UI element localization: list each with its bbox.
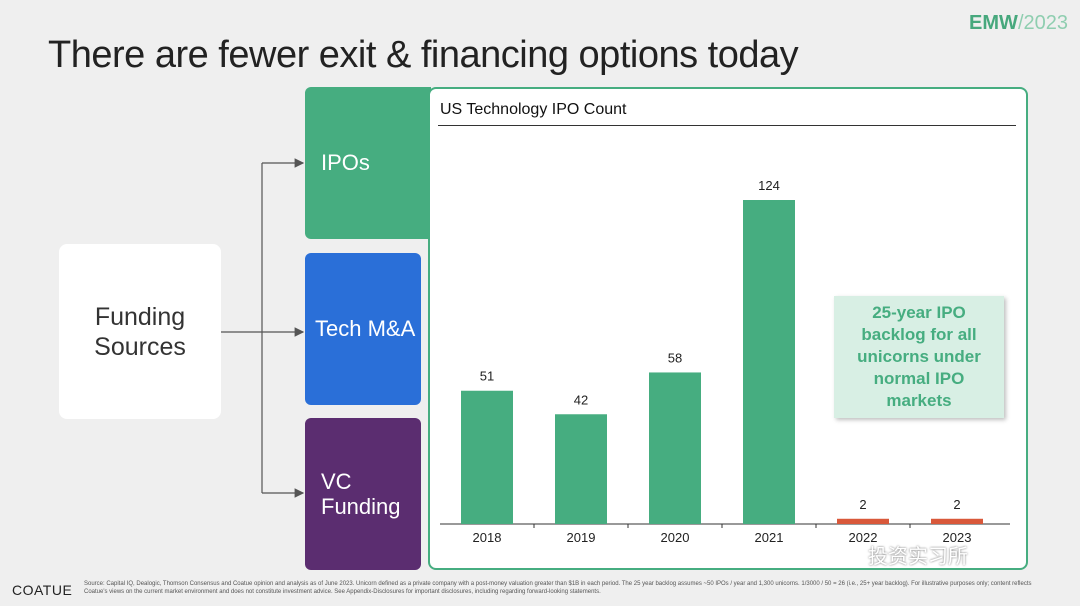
wechat-watermark: 投资实习所 [868, 546, 968, 568]
brand-mark: EMW/2023 [969, 12, 1068, 35]
callout-line-3: unicorns under [857, 346, 981, 366]
page-title: There are fewer exit & financing options… [48, 34, 799, 76]
bar-2020 [649, 372, 701, 524]
value-label-2023: 2 [953, 497, 960, 512]
bar-2022 [837, 518, 889, 524]
funding-sources-box: Funding Sources [59, 244, 221, 419]
ipos-label: IPOs [321, 150, 370, 175]
value-label-2018: 51 [480, 369, 494, 384]
value-label-2019: 42 [574, 392, 588, 407]
callout-line-1: 25-year IPO [872, 302, 966, 322]
value-label-2022: 2 [859, 497, 866, 512]
bar-2018 [461, 390, 513, 524]
ipo-bar-chart: 51 2018 42 2019 58 2020 124 2021 2 2022 2 2023 [440, 178, 1010, 545]
mna-label: Tech M&A [315, 316, 416, 341]
tech-mna-tile: Tech M&A [305, 253, 421, 405]
brand-year: /2023 [1017, 12, 1068, 34]
tick-label-2020: 2020 [661, 530, 690, 545]
callout-line-2: backlog for all [861, 324, 977, 344]
tick-label-2018: 2018 [473, 530, 502, 545]
value-label-2021: 124 [758, 178, 780, 193]
tick-label-2019: 2019 [567, 530, 596, 545]
vc-label-1: VC [321, 468, 352, 494]
brand-name: EMW [969, 12, 1018, 34]
vc-funding-tile: VC Funding [305, 418, 421, 570]
callout-line-4: normal IPO [873, 369, 965, 389]
tick-label-2021: 2021 [755, 530, 784, 545]
bar-2021 [743, 200, 795, 524]
tick-label-2022: 2022 [849, 530, 878, 545]
source-footnote: Source: Capital IQ, Dealogic, Thomson Co… [84, 581, 1032, 596]
value-label-2020: 58 [668, 350, 682, 365]
source-line-2: Sources [94, 332, 186, 361]
ipos-tile: IPOs [305, 87, 431, 239]
vc-label-2: Funding [321, 494, 401, 519]
coatue-logo: COATUE [12, 582, 73, 598]
tick-label-2023: 2023 [943, 530, 972, 545]
source-line-1: Funding [94, 302, 186, 331]
backlog-callout: 25-year IPO backlog for all unicorns und… [834, 296, 1004, 418]
chart-title: US Technology IPO Count [440, 101, 627, 118]
bar-2023 [931, 518, 983, 524]
bar-2019 [555, 414, 607, 524]
callout-line-5: markets [886, 391, 952, 411]
chart-title-rule [438, 125, 1016, 126]
